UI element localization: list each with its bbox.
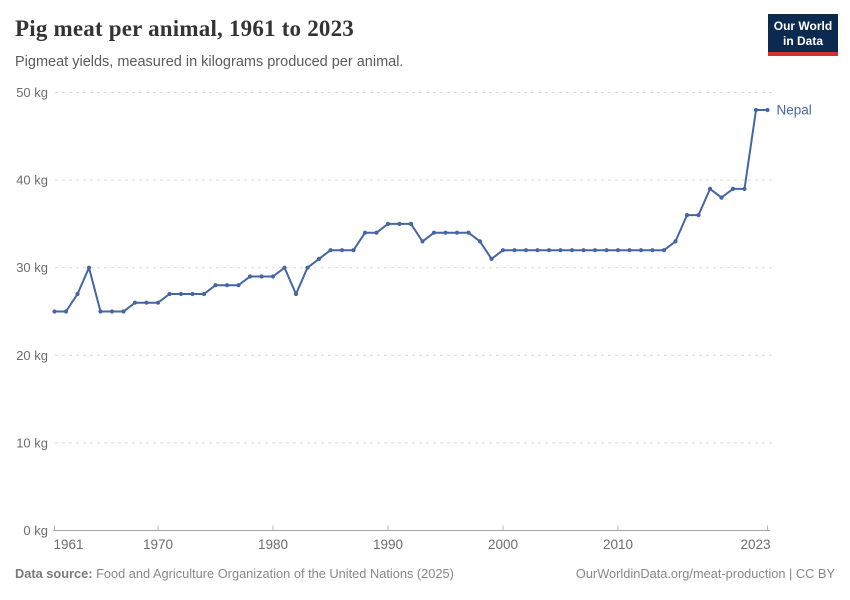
data-point-marker[interactable] (489, 256, 494, 261)
data-point-marker[interactable] (339, 248, 345, 253)
data-point-marker[interactable] (316, 256, 322, 261)
x-axis-tick-label: 1961 (54, 537, 84, 552)
data-point-marker[interactable] (753, 107, 759, 113)
data-point-marker[interactable] (155, 300, 161, 305)
data-point-marker[interactable] (408, 221, 414, 226)
x-axis-tick-label: 1970 (143, 537, 173, 552)
owid-credit-link[interactable]: OurWorldinData.org/meat-production | CC … (575, 566, 835, 581)
data-point-marker[interactable] (650, 248, 655, 253)
data-point-marker[interactable] (627, 248, 632, 253)
data-point-marker[interactable] (742, 186, 747, 191)
data-point-marker[interactable] (293, 291, 299, 297)
x-axis-tick-label: 2000 (488, 537, 518, 552)
data-point-marker[interactable] (328, 248, 333, 253)
data-source: Data source: Food and Agriculture Organi… (15, 566, 454, 581)
data-point-marker[interactable] (673, 239, 678, 244)
x-axis-tick-label: 1990 (373, 537, 403, 552)
owid-logo-line2: in Data (782, 33, 823, 48)
data-point-marker[interactable] (282, 265, 287, 270)
data-point-marker[interactable] (385, 221, 391, 226)
y-axis-tick-label: 20 kg (16, 348, 48, 363)
data-point-marker[interactable] (454, 230, 460, 235)
data-point-marker[interactable] (190, 291, 195, 297)
data-point-marker[interactable] (75, 291, 80, 297)
data-point-marker[interactable] (431, 230, 437, 235)
y-axis-tick-label: 0 kg (23, 523, 48, 538)
x-axis-tick-label: 2010 (603, 537, 633, 552)
y-axis-tick-label: 10 kg (16, 435, 48, 450)
series-end-label[interactable]: Nepal (777, 103, 812, 118)
data-point-marker[interactable] (638, 248, 644, 253)
data-point-marker[interactable] (684, 213, 690, 218)
y-axis-tick-label: 40 kg (16, 173, 48, 188)
owid-logo[interactable]: Our World in Data (768, 14, 838, 57)
data-point-marker[interactable] (63, 309, 69, 314)
data-point-marker[interactable] (167, 291, 172, 297)
data-point-marker[interactable] (535, 248, 540, 253)
data-point-marker[interactable] (477, 239, 483, 244)
data-point-marker[interactable] (374, 230, 379, 235)
data-point-marker[interactable] (98, 309, 103, 314)
data-point-marker[interactable] (707, 186, 713, 191)
data-point-marker[interactable] (523, 248, 529, 253)
data-point-marker[interactable] (247, 274, 253, 279)
data-point-marker[interactable] (224, 283, 230, 288)
data-point-marker[interactable] (132, 300, 138, 305)
data-point-marker[interactable] (259, 274, 264, 279)
data-point-marker[interactable] (466, 230, 471, 235)
data-point-marker[interactable] (362, 230, 368, 235)
data-point-marker[interactable] (201, 291, 207, 297)
data-point-marker[interactable] (592, 248, 598, 253)
data-point-marker[interactable] (512, 248, 517, 253)
data-point-marker[interactable] (581, 248, 586, 253)
x-axis-tick-label: 1980 (258, 537, 288, 552)
data-point-marker[interactable] (546, 248, 552, 253)
data-point-marker[interactable] (569, 248, 575, 253)
data-point-marker[interactable] (558, 248, 563, 253)
page-title: Pig meat per animal, 1961 to 2023 (15, 16, 354, 41)
data-point-marker[interactable] (719, 195, 724, 200)
data-point-marker[interactable] (661, 248, 667, 253)
data-point-marker[interactable] (213, 283, 218, 288)
data-point-marker[interactable] (420, 239, 425, 244)
data-point-marker[interactable] (178, 291, 184, 297)
data-point-marker[interactable] (86, 265, 92, 270)
data-point-marker[interactable] (109, 309, 115, 314)
y-axis-tick-label: 50 kg (16, 85, 48, 100)
data-point-marker[interactable] (351, 248, 356, 253)
data-source-text: Food and Agriculture Organization of the… (92, 566, 454, 581)
data-point-marker[interactable] (500, 248, 506, 253)
data-point-marker[interactable] (121, 309, 126, 314)
data-point-marker[interactable] (397, 221, 402, 226)
series-line-nepal[interactable] (53, 109, 769, 313)
data-point-marker[interactable] (144, 300, 149, 305)
data-point-marker[interactable] (604, 248, 609, 253)
chart-subtitle: Pigmeat yields, measured in kilograms pr… (15, 54, 404, 70)
data-point-marker[interactable] (270, 274, 276, 279)
data-point-marker[interactable] (305, 265, 310, 270)
data-point-marker[interactable] (765, 107, 770, 113)
data-point-marker[interactable] (696, 213, 701, 218)
y-axis-tick-label: 30 kg (16, 260, 48, 275)
data-point-marker[interactable] (615, 248, 621, 253)
data-point-marker[interactable] (443, 230, 448, 235)
data-point-marker[interactable] (52, 309, 57, 314)
data-point-marker[interactable] (730, 186, 736, 191)
data-source-label: Data source: (15, 566, 93, 581)
data-point-marker[interactable] (236, 283, 241, 288)
x-axis-tick-label: 2023 (740, 537, 770, 552)
owid-logo-line1: Our World (773, 19, 833, 33)
